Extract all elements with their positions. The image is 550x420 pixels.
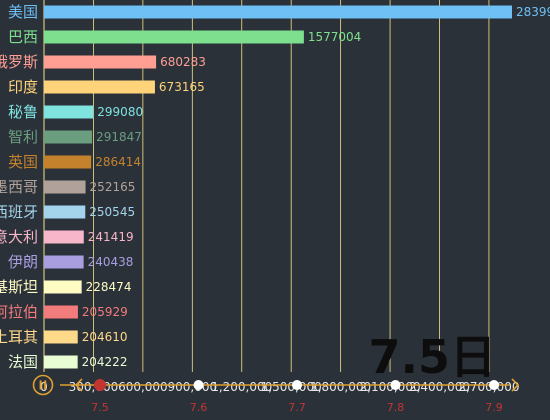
bar bbox=[44, 355, 78, 369]
category-label: 俄罗斯 bbox=[0, 53, 38, 71]
bar bbox=[44, 130, 93, 144]
category-label: 伊朗 bbox=[8, 253, 38, 271]
bar bbox=[44, 205, 86, 219]
timeline-label[interactable]: 7.7 bbox=[288, 401, 306, 414]
x-tick-label: 2,400,000 bbox=[409, 380, 470, 394]
category-label: 巴基斯坦 bbox=[0, 278, 38, 296]
value-label: 205929 bbox=[82, 305, 128, 319]
category-label: 英国 bbox=[8, 153, 38, 171]
bar bbox=[44, 180, 86, 194]
timeline-label[interactable]: 7.9 bbox=[485, 401, 503, 414]
value-label: 680283 bbox=[160, 55, 206, 69]
timeline-label[interactable]: 7.8 bbox=[387, 401, 405, 414]
category-labels: 美国巴西俄罗斯印度秘鲁智利英国墨西哥西班牙意大利伊朗巴基斯坦沙特阿拉伯土耳其法国 bbox=[0, 3, 38, 371]
category-label: 土耳其 bbox=[0, 328, 38, 346]
bar bbox=[44, 255, 84, 269]
category-label: 秘鲁 bbox=[8, 103, 38, 121]
x-tick-label: 900,000 bbox=[168, 380, 218, 394]
timeline-label[interactable]: 7.5 bbox=[91, 401, 109, 414]
timeline-point[interactable] bbox=[390, 380, 401, 390]
value-label: 241419 bbox=[88, 230, 134, 244]
category-label: 美国 bbox=[8, 3, 38, 21]
value-labels: 2839917 1577004 680283 673165 299080 291847 28… bbox=[82, 5, 550, 369]
bar bbox=[44, 105, 94, 119]
category-label: 印度 bbox=[8, 78, 38, 96]
timeline-label[interactable]: 7.6 bbox=[190, 401, 208, 414]
bar bbox=[44, 305, 78, 319]
value-label: 228474 bbox=[86, 280, 132, 294]
play-pause-icon[interactable] bbox=[32, 374, 54, 396]
bar bbox=[44, 80, 155, 94]
bar bbox=[44, 30, 304, 44]
x-tick-label: 600,000 bbox=[118, 380, 168, 394]
category-label: 墨西哥 bbox=[0, 178, 38, 196]
x-tick-label: 1,200,000 bbox=[211, 380, 272, 394]
bar bbox=[44, 155, 92, 169]
timeline-point[interactable] bbox=[489, 380, 499, 390]
category-label: 法国 bbox=[8, 353, 38, 371]
date-title: 7.5日 bbox=[369, 330, 497, 384]
value-label: 299080 bbox=[97, 105, 143, 119]
chevron-right-icon[interactable] bbox=[511, 378, 520, 392]
value-label: 240438 bbox=[88, 255, 134, 269]
bar bbox=[44, 330, 78, 344]
value-label: 291847 bbox=[96, 130, 142, 144]
timeline[interactable]: 7.5 7.6 7.7 7.8 7.9 bbox=[32, 374, 520, 415]
value-label: 252165 bbox=[90, 180, 136, 194]
category-label: 沙特阿拉伯 bbox=[0, 303, 38, 321]
bar bbox=[44, 280, 82, 294]
category-label: 巴西 bbox=[8, 28, 38, 46]
chevron-left-icon[interactable] bbox=[74, 378, 83, 392]
value-label: 2839917 bbox=[516, 5, 550, 19]
timeline-point[interactable] bbox=[292, 380, 302, 390]
value-label: 204222 bbox=[82, 355, 128, 369]
x-tick-label: 2,100,000 bbox=[360, 380, 421, 394]
value-label: 204610 bbox=[82, 330, 128, 344]
x-tick-label: 0 bbox=[40, 380, 48, 394]
value-label: 1577004 bbox=[308, 30, 361, 44]
timeline-point[interactable] bbox=[193, 380, 204, 390]
value-label: 673165 bbox=[159, 80, 205, 94]
category-label: 意大利 bbox=[0, 228, 38, 246]
bars bbox=[44, 5, 512, 369]
bar bbox=[44, 230, 84, 244]
x-tick-label: 1,500,000 bbox=[261, 380, 322, 394]
x-tick-label: 1,800,000 bbox=[310, 380, 371, 394]
timeline-current-point[interactable] bbox=[94, 379, 106, 391]
bar bbox=[44, 55, 157, 69]
x-tick-label: 300,000 bbox=[69, 380, 119, 394]
x-axis-ticks: 0 300,000 600,000 900,0001,200,0001,500,000… bbox=[40, 380, 519, 394]
bar bbox=[44, 5, 512, 19]
x-tick-label: 2,700,000 bbox=[458, 380, 519, 394]
category-label: 西班牙 bbox=[0, 203, 38, 221]
value-label: 286414 bbox=[95, 155, 141, 169]
category-label: 智利 bbox=[8, 128, 38, 146]
value-label: 250545 bbox=[89, 205, 135, 219]
